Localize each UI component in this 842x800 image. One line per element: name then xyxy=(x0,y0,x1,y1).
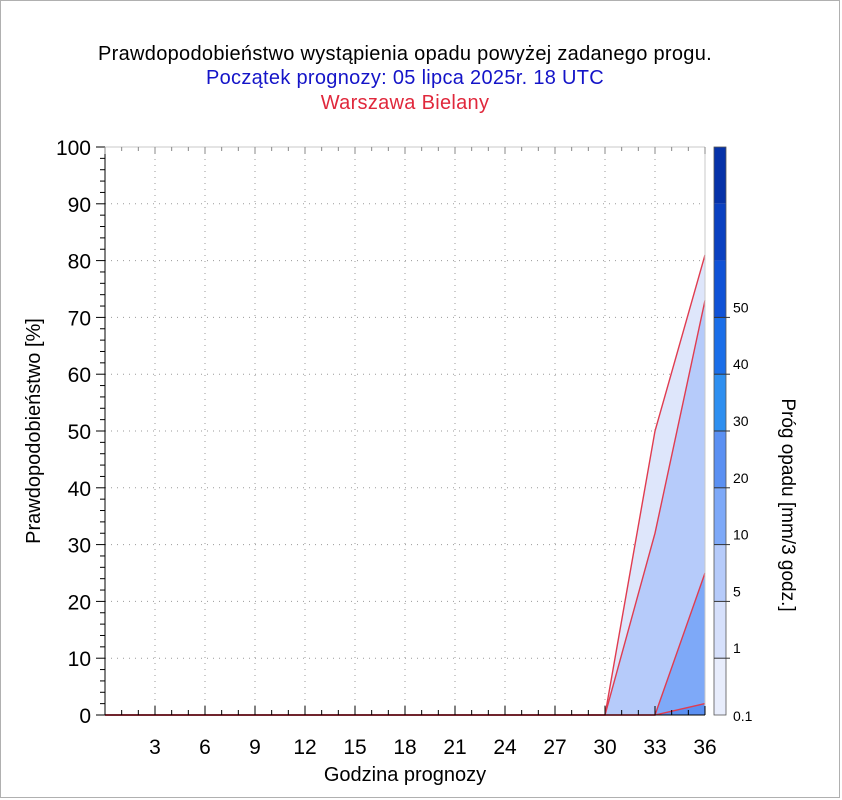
colorbar-tick-label: 1 xyxy=(733,640,741,656)
x-tick-label: 15 xyxy=(343,736,366,759)
x-tick-label: 27 xyxy=(543,736,566,759)
y-tick-label: 40 xyxy=(68,478,91,501)
area-layer xyxy=(105,254,706,716)
colorbar-segment xyxy=(714,544,726,602)
y-tick-label: 80 xyxy=(68,251,91,274)
colorbar-tick-label: 0.1 xyxy=(733,708,753,724)
colorbar-segment xyxy=(714,147,726,204)
y-tick-label: 50 xyxy=(68,421,91,444)
x-tick-label: 18 xyxy=(393,736,416,759)
x-tick-label: 36 xyxy=(693,736,716,759)
x-tick-label: 24 xyxy=(493,736,517,759)
colorbar-label: Próg opadu [mm/3 godz.] xyxy=(777,398,798,611)
colorbar-segment xyxy=(714,317,726,375)
y-tick-label: 100 xyxy=(56,137,91,160)
y-tick-label: 70 xyxy=(68,307,91,330)
x-tick-label: 6 xyxy=(199,736,211,759)
colorbar-segment xyxy=(714,658,726,715)
colorbar-tick-label: 5 xyxy=(733,583,741,599)
y-tick-label: 0 xyxy=(79,705,91,728)
colorbar-segment xyxy=(714,431,726,488)
x-tick-label: 30 xyxy=(593,736,616,759)
area-threshold-1 xyxy=(105,300,705,715)
y-tick-label: 10 xyxy=(68,648,91,671)
x-tick-label: 21 xyxy=(443,736,466,759)
colorbar-tick-label: 20 xyxy=(733,470,749,486)
y-tick-label: 90 xyxy=(68,194,91,217)
colorbar-segment xyxy=(714,487,726,545)
y-tick-label: 30 xyxy=(68,535,91,558)
chart-title: Prawdopodobieństwo wystąpienia opadu pow… xyxy=(98,43,712,65)
y-tick-label: 20 xyxy=(68,591,91,614)
colorbar-segment xyxy=(714,203,726,261)
colorbar: 0.1 1 5 10 20 30 40 50 xyxy=(713,146,753,724)
colorbar-tick-label: 30 xyxy=(733,413,749,429)
grid-layer xyxy=(105,147,705,715)
y-axis-label: Prawdopodobieństwo [%] xyxy=(23,318,45,544)
chart-subtitle: Początek prognozy: 05 lipca 2025r. 18 UT… xyxy=(205,67,605,89)
x-tick-label: 12 xyxy=(293,736,316,759)
colorbar-segment xyxy=(714,374,726,431)
colorbar-tick-label: 40 xyxy=(733,356,749,372)
colorbar-segment xyxy=(714,260,726,318)
x-tick-label: 33 xyxy=(643,736,666,759)
x-tick-label: 9 xyxy=(249,736,261,759)
station-name: Warszawa Bielany xyxy=(320,92,490,114)
colorbar-tick-label: 50 xyxy=(733,299,749,315)
x-tick-label: 3 xyxy=(149,736,161,759)
x-axis-label: Godzina prognozy xyxy=(324,764,486,786)
colorbar-tick-label: 10 xyxy=(733,527,749,543)
y-tick-label: 60 xyxy=(68,364,91,387)
colorbar-segment xyxy=(714,601,726,659)
